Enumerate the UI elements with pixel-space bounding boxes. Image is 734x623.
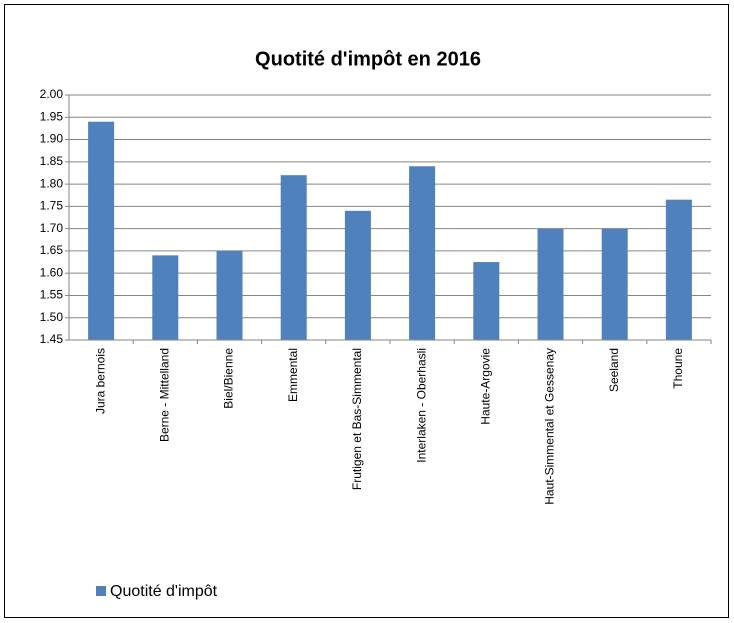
bar	[152, 255, 179, 340]
y-tick-label: 1.70	[40, 221, 64, 235]
bar	[344, 210, 371, 340]
bar	[88, 121, 115, 341]
legend-label: Quotité d'impôt	[110, 583, 218, 600]
y-tick-label: 1.80	[40, 176, 64, 190]
y-tick-label: 1.75	[40, 199, 64, 213]
chart-title: Quotité d'impôt en 2016	[255, 48, 481, 70]
y-tick-label: 1.90	[40, 132, 64, 146]
x-tick-label: Emmental	[286, 348, 300, 402]
x-tick-label: Berne - Mittelland	[157, 348, 171, 442]
legend-swatch	[96, 586, 106, 596]
x-tick-label: Haut-Simmental et Gessenay	[543, 348, 557, 505]
x-tick-label: Frutigen et Bas-Simmental	[350, 348, 364, 490]
x-tick-label: Interlaken - Oberhasli	[414, 348, 428, 463]
x-tick-label: Thoune	[671, 348, 685, 389]
y-tick-label: 1.45	[40, 332, 64, 346]
x-tick-label: Haute-Argovie	[478, 348, 492, 425]
y-tick-label: 2.00	[40, 87, 64, 101]
x-tick-label: Biel/Bienne	[222, 348, 236, 409]
x-tick-label: Jura bernois	[93, 348, 107, 414]
bar	[409, 166, 436, 340]
x-tick-label: Seeland	[607, 348, 621, 392]
y-tick-label: 1.60	[40, 265, 64, 279]
y-tick-label: 1.50	[40, 310, 64, 324]
bar	[537, 228, 564, 340]
y-tick-label: 1.95	[40, 109, 64, 123]
bar	[216, 250, 243, 340]
y-tick-label: 1.55	[40, 288, 64, 302]
bar	[665, 199, 692, 340]
bar	[601, 228, 628, 340]
bar	[280, 175, 307, 340]
bar	[473, 262, 500, 340]
y-tick-label: 1.65	[40, 243, 64, 257]
y-tick-label: 1.85	[40, 154, 64, 168]
